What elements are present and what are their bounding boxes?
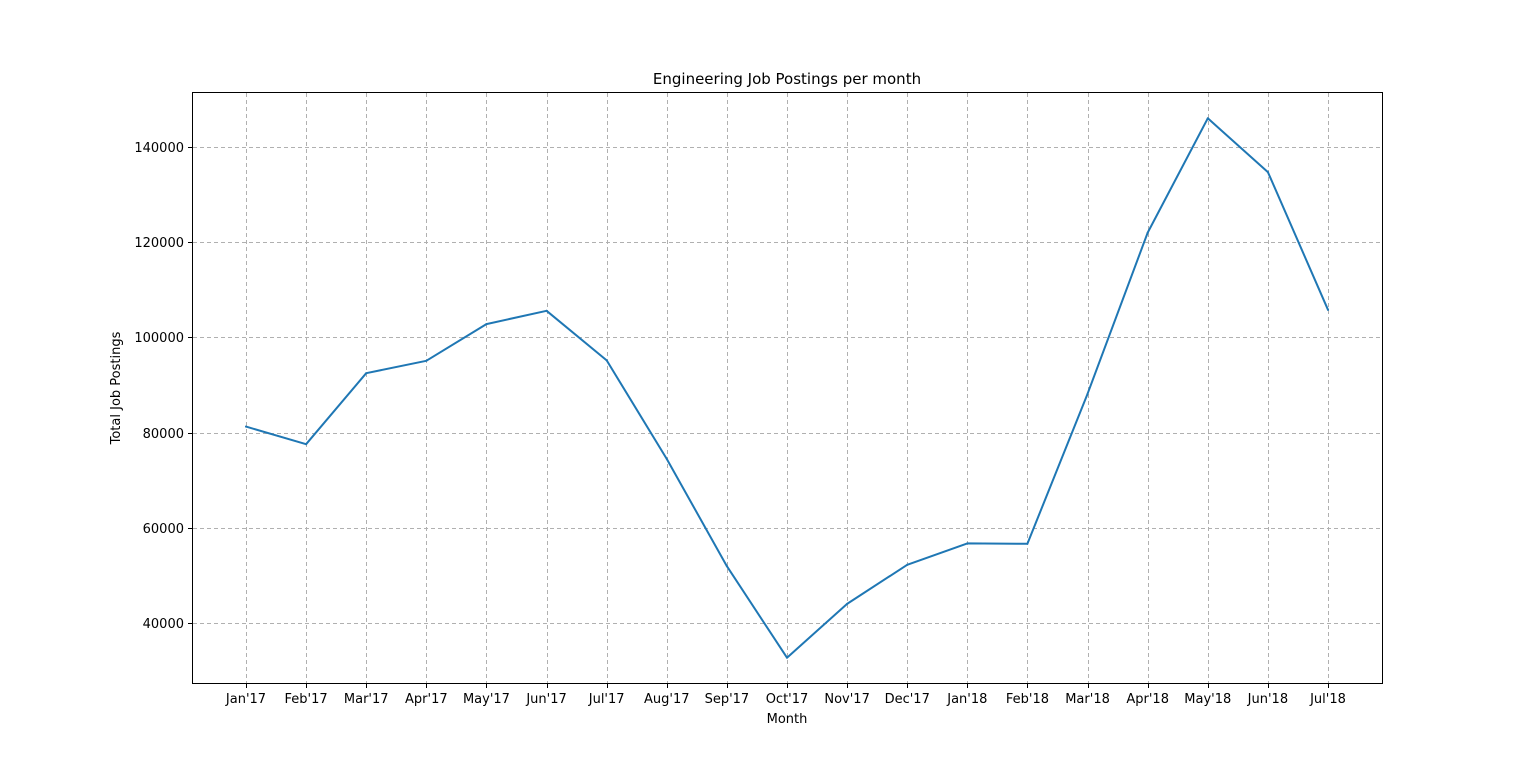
y-tick-label: 140000 <box>134 141 184 156</box>
x-tick-label: Mar'18 <box>1065 692 1110 707</box>
series-layer <box>245 117 1329 659</box>
x-tick-label: Sep'17 <box>705 692 750 707</box>
x-tick-label: Jan'17 <box>225 692 266 707</box>
plot-frame <box>192 92 1383 684</box>
y-tick-label: 120000 <box>134 236 184 251</box>
y-tick-label: 60000 <box>143 522 184 537</box>
y-tick-label: 80000 <box>143 427 184 442</box>
data-point <box>725 565 728 568</box>
x-tick-label: Mar'17 <box>344 692 389 707</box>
x-tick-label: Apr'18 <box>1126 692 1169 707</box>
axis-ticks: Jan'17 Feb'17 Mar'17 Apr'17 May'17 Jun'17 Jul'… <box>134 141 1346 707</box>
data-point <box>1086 392 1089 395</box>
x-tick-label: Nov'17 <box>824 692 870 707</box>
y-tick-label: 40000 <box>143 617 184 632</box>
x-tick-label: Feb'17 <box>285 692 328 707</box>
data-point <box>665 458 668 460</box>
data-point <box>786 656 788 659</box>
data-point <box>1266 171 1269 174</box>
x-tick-label: Jan'18 <box>946 692 987 707</box>
x-tick-label: Apr'17 <box>405 692 448 707</box>
x-tick-label: Jun'18 <box>1247 692 1288 707</box>
grid <box>193 93 1382 683</box>
data-point <box>966 542 969 545</box>
data-point <box>1146 231 1149 234</box>
data-point <box>846 602 849 605</box>
x-tick-label: Feb'18 <box>1006 692 1049 707</box>
data-point <box>305 443 308 446</box>
x-tick-label: May'18 <box>1184 692 1231 707</box>
x-axis-title: Month <box>767 712 808 727</box>
x-tick-label: Dec'17 <box>885 692 930 707</box>
data-point <box>1026 542 1029 545</box>
x-tick-label: Jul'17 <box>588 692 625 707</box>
data-point <box>1206 117 1209 120</box>
x-tick-label: May'17 <box>463 692 510 707</box>
y-tick-label: 100000 <box>134 331 184 346</box>
data-point <box>365 372 368 375</box>
x-tick-label: Jul'18 <box>1309 692 1346 707</box>
x-tick-label: Aug'17 <box>644 692 690 707</box>
data-point <box>545 309 548 312</box>
data-point <box>906 563 909 566</box>
x-tick-label: Oct'17 <box>766 692 809 707</box>
data-point <box>605 359 608 362</box>
data-point <box>485 323 488 326</box>
y-axis-title: Total Job Postings <box>109 331 124 445</box>
x-tick-label: Jun'17 <box>525 692 566 707</box>
data-point <box>245 425 247 428</box>
chart-title: Engineering Job Postings per month <box>653 70 921 88</box>
data-point <box>425 359 428 362</box>
data-point <box>1327 308 1329 311</box>
